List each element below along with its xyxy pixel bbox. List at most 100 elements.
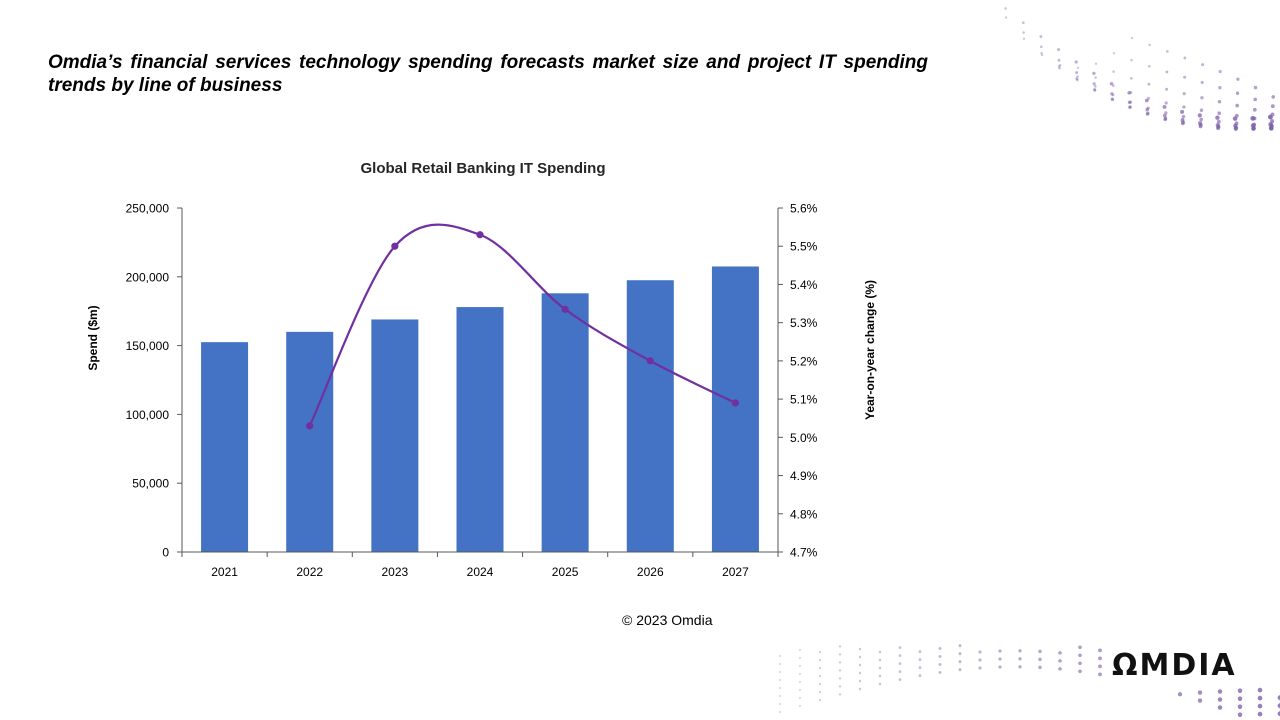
decor-dot <box>918 674 922 677</box>
decor-dot <box>779 663 781 665</box>
decor-dot <box>1200 80 1204 84</box>
decor-dot <box>798 656 802 660</box>
decor-dot <box>1182 92 1186 96</box>
x-tick-label: 2021 <box>211 565 238 579</box>
decor-dot <box>1021 21 1025 25</box>
decor-dot <box>1078 653 1082 658</box>
decor-dot <box>1110 92 1114 96</box>
decor-dot <box>858 655 862 659</box>
decor-dot <box>1040 51 1043 55</box>
decor-dot <box>818 650 822 654</box>
decor-dot <box>1217 99 1222 104</box>
decor-dot <box>1197 113 1202 118</box>
decor-dot <box>838 661 842 664</box>
decor-dot <box>1201 63 1205 67</box>
decor-dot <box>838 677 842 680</box>
decor-dot <box>1078 645 1082 650</box>
decor-dot <box>1004 7 1007 10</box>
decor-dot <box>1130 58 1133 62</box>
y-right-tick-label: 5.0% <box>790 431 818 445</box>
decor-dot <box>1040 53 1044 57</box>
y-left-tick-label: 0 <box>162 546 169 560</box>
decor-dot <box>798 672 802 676</box>
decor-dot <box>978 658 982 662</box>
decor-dot <box>798 680 802 684</box>
decor-dot <box>1277 695 1280 701</box>
decor-dot <box>779 703 781 705</box>
decor-dot <box>1058 659 1062 663</box>
y-left-tick-label: 50,000 <box>132 477 169 491</box>
decor-dot <box>1216 119 1221 124</box>
bar-2021 <box>201 342 249 552</box>
decor-dot <box>1129 91 1133 94</box>
y-right-tick-label: 5.5% <box>790 240 818 254</box>
decor-dot <box>818 690 822 694</box>
decor-dot <box>779 671 781 673</box>
decor-dot <box>1109 81 1114 86</box>
decor-dot <box>858 671 862 675</box>
decor-dot <box>1252 116 1257 121</box>
y-right-tick-label: 5.6% <box>790 202 818 216</box>
x-tick-label: 2023 <box>382 565 409 579</box>
decor-dot <box>998 657 1002 661</box>
decor-dot <box>779 711 781 713</box>
yoy-point-2027 <box>731 399 740 407</box>
decor-dot <box>858 663 862 667</box>
decor-dot <box>1217 689 1223 694</box>
decor-dot <box>1270 119 1275 124</box>
decor-dot <box>798 648 802 652</box>
decor-dot <box>1098 656 1102 661</box>
decor-dot <box>898 662 902 665</box>
decor-dot <box>1163 116 1168 121</box>
decor-dot <box>1234 113 1239 118</box>
x-tick-label: 2026 <box>637 565 664 579</box>
decor-dot <box>1234 125 1239 130</box>
decor-dot <box>1199 108 1204 113</box>
decor-dot <box>1180 109 1185 114</box>
decor-dot <box>1165 70 1169 74</box>
x-tick-label: 2025 <box>552 565 579 579</box>
decor-dot <box>958 644 962 648</box>
decor-dot <box>1234 121 1239 126</box>
decor-dot <box>798 696 802 700</box>
decor-dot <box>1075 78 1079 82</box>
decor-dot <box>1092 82 1096 86</box>
decor-dot <box>1237 696 1243 701</box>
decor-dot <box>1039 45 1043 49</box>
decor-dot <box>1058 66 1061 70</box>
decor-dot <box>878 658 882 662</box>
decor-dot <box>1130 36 1134 40</box>
decor-dot <box>1111 97 1115 102</box>
decor-dot <box>858 687 862 691</box>
decor-dot <box>1236 77 1240 81</box>
decor-dot <box>818 698 822 702</box>
decor-dot <box>1147 64 1151 68</box>
decor-dot <box>878 682 882 686</box>
decor-dot <box>898 654 902 657</box>
decor-dot <box>1164 101 1168 105</box>
decor-dot <box>838 645 842 648</box>
yoy-point-2026 <box>646 357 654 365</box>
bar-2022 <box>286 331 334 552</box>
decor-dot <box>1181 114 1186 119</box>
decor-dot <box>1075 77 1079 81</box>
x-tick-label: 2022 <box>296 565 323 579</box>
decor-dot <box>1111 93 1115 97</box>
decor-dot <box>1093 85 1097 88</box>
bar-2027 <box>711 266 759 552</box>
decor-dot <box>998 649 1002 653</box>
decor-dot <box>818 666 822 670</box>
decor-dot <box>958 660 962 664</box>
decor-dot <box>1094 62 1098 65</box>
decor-dot <box>798 664 802 668</box>
decor-dot <box>779 695 781 697</box>
y-right-tick-label: 5.2% <box>790 354 818 368</box>
decor-dot <box>1128 105 1132 109</box>
decor-dot <box>1271 95 1276 99</box>
decor-dot <box>1004 16 1008 19</box>
decor-dot <box>938 654 942 658</box>
y-left-tick-label: 100,000 <box>126 408 170 422</box>
decor-dot <box>1018 649 1022 653</box>
decor-dot <box>1076 75 1079 78</box>
decor-dot <box>1269 123 1274 129</box>
